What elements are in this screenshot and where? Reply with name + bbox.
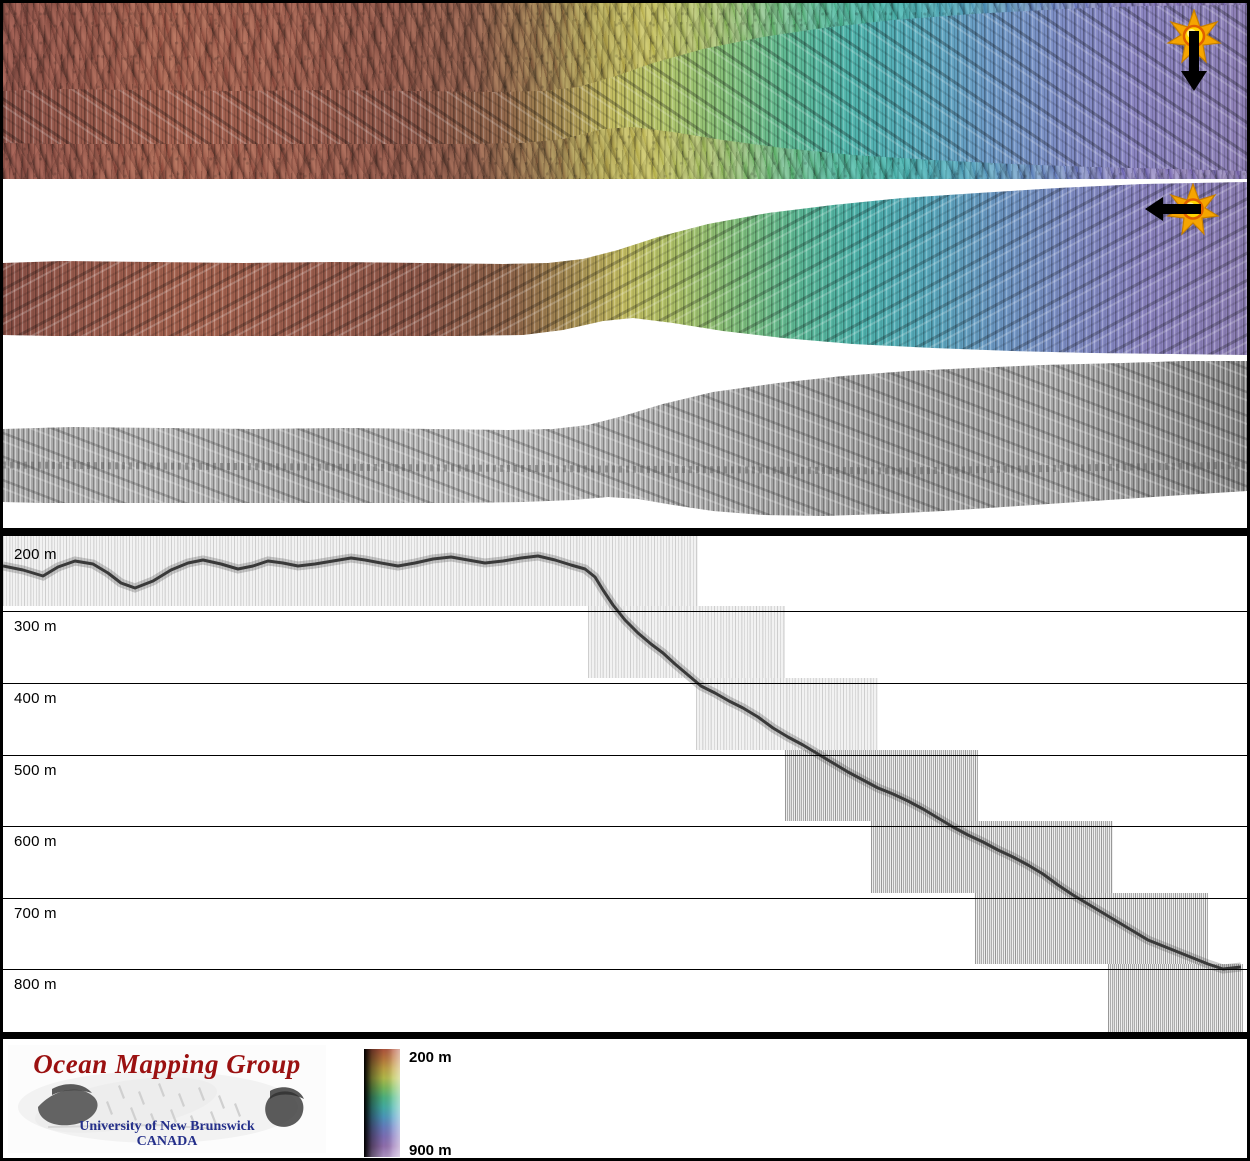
sb-data-window bbox=[588, 606, 785, 678]
backscatter-mosaic bbox=[3, 361, 1247, 528]
sb-data-window bbox=[3, 536, 698, 606]
arrow-left-icon bbox=[1145, 197, 1201, 221]
sun-illumination-marker-top bbox=[1163, 8, 1225, 95]
sun-icon bbox=[1145, 182, 1220, 236]
sb-data-window bbox=[785, 750, 978, 821]
backscatter-mask bbox=[3, 361, 1247, 516]
omg-title: Ocean Mapping Group bbox=[33, 1049, 301, 1079]
omg-logo-artwork bbox=[8, 1045, 326, 1153]
sb-data-window bbox=[871, 821, 1113, 893]
omg-country: CANADA bbox=[136, 1134, 198, 1149]
arrow-down-icon bbox=[1181, 31, 1207, 91]
depth-label-200m: 200 m bbox=[14, 546, 57, 563]
sun-illumination-marker-bottom bbox=[1129, 182, 1225, 241]
panel-divider-lower bbox=[3, 1032, 1247, 1039]
bathymetry-panel-top bbox=[3, 3, 1247, 179]
depth-label-700m: 700 m bbox=[14, 905, 57, 922]
bathymetry-mask-bottom bbox=[3, 182, 1247, 355]
figure-footer: Ocean Mapping Group University of New Br… bbox=[3, 1039, 1247, 1158]
sun-icon bbox=[1166, 8, 1222, 91]
omg-university: University of New Brunswick bbox=[79, 1119, 255, 1134]
depth-gridline bbox=[3, 683, 1247, 684]
depth-label-400m: 400 m bbox=[14, 690, 57, 707]
depth-gridline bbox=[3, 969, 1247, 970]
sb-data-window bbox=[696, 678, 878, 750]
depth-gridline bbox=[3, 611, 1247, 612]
depth-label-800m: 800 m bbox=[14, 976, 57, 993]
sub-bottom-profile-panel: 200 m 300 m 400 m 500 m 600 m 700 m 800 … bbox=[3, 536, 1247, 1032]
omg-logo: Ocean Mapping Group University of New Br… bbox=[8, 1045, 326, 1153]
colorbar-bottom-label: 900 m bbox=[409, 1142, 452, 1158]
bathymetry-swath-top bbox=[3, 3, 1247, 179]
backscatter-panel bbox=[3, 361, 1247, 528]
seafloor-reflector bbox=[3, 551, 1242, 974]
sb-data-window bbox=[1108, 964, 1243, 1032]
panel-divider-upper bbox=[3, 528, 1247, 536]
depth-label-500m: 500 m bbox=[14, 762, 57, 779]
bathymetry-mask-top bbox=[3, 5, 1247, 171]
bathymetry-swath-bottom bbox=[3, 179, 1247, 361]
depth-label-600m: 600 m bbox=[14, 833, 57, 850]
depth-colorbar bbox=[364, 1049, 400, 1157]
bathymetry-panel-bottom bbox=[3, 179, 1247, 361]
colorbar-top-label: 200 m bbox=[409, 1049, 452, 1066]
depth-gridline bbox=[3, 755, 1247, 756]
depth-label-300m: 300 m bbox=[14, 618, 57, 635]
depth-gridline bbox=[3, 826, 1247, 827]
depth-gridline bbox=[3, 898, 1247, 899]
depth-colorbar-gradient bbox=[364, 1049, 400, 1157]
